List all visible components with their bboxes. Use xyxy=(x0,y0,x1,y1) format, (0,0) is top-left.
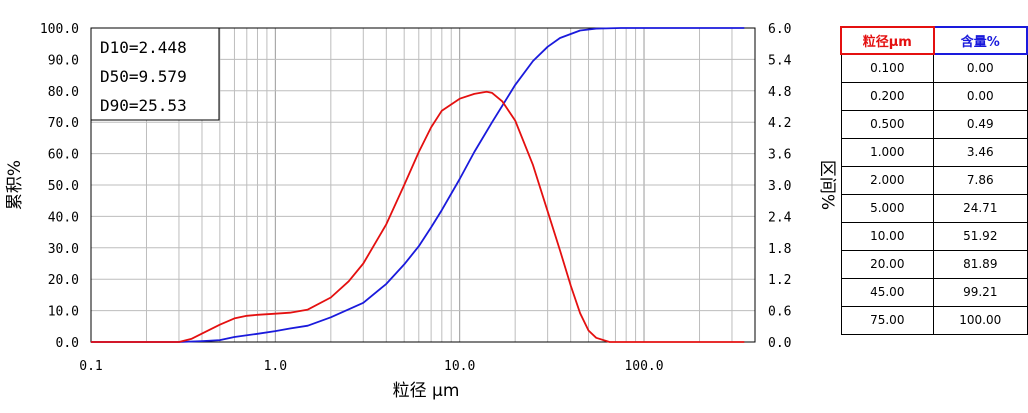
size-cell: 0.500 xyxy=(840,109,935,139)
y-right-tick-label: 3.0 xyxy=(768,179,791,194)
table-row: 0.500 0.49 xyxy=(840,109,1028,139)
x-tick-label: 10.0 xyxy=(444,359,475,374)
content-cell: 81.89 xyxy=(933,249,1028,279)
y-right-tick-label: 2.4 xyxy=(768,210,792,225)
y-left-tick-label: 0.0 xyxy=(56,336,79,351)
y-right-tick-label: 3.6 xyxy=(768,148,791,163)
interval-distribution-line xyxy=(91,90,745,343)
size-cell: 2.000 xyxy=(840,165,935,195)
y-left-axis-title: 累积% xyxy=(5,160,25,210)
table-row: 20.00 81.89 xyxy=(840,249,1028,279)
y-left-tick-label: 100.0 xyxy=(40,22,79,37)
size-cell: 1.000 xyxy=(840,137,935,167)
x-tick-label: 1.0 xyxy=(264,359,287,374)
y-left-tick-label: 60.0 xyxy=(48,148,79,163)
y-left-tick-label: 20.0 xyxy=(48,273,79,288)
y-right-tick-label: 0.0 xyxy=(768,336,791,351)
y-right-axis-title: 区间% xyxy=(817,160,837,210)
x-tick-label: 100.0 xyxy=(624,359,663,374)
size-cell: 20.00 xyxy=(840,249,935,279)
d-values-frame xyxy=(90,27,220,121)
y-left-tick-label: 10.0 xyxy=(48,305,79,320)
content-cell: 99.21 xyxy=(933,277,1028,307)
y-right-tick-label: 1.2 xyxy=(768,273,791,288)
content-cell: 100.00 xyxy=(933,305,1028,335)
cumulative-distribution-line xyxy=(91,27,745,343)
table-row: 1.000 3.46 xyxy=(840,137,1028,167)
y-left-tick-label: 30.0 xyxy=(48,242,79,257)
y-left-tick-label: 40.0 xyxy=(48,210,79,225)
y-right-tick-label: 4.8 xyxy=(768,85,791,100)
psd-table-header: 粒径μm 含量% xyxy=(840,26,1028,55)
table-row: 45.00 99.21 xyxy=(840,277,1028,307)
ticks-layer: 100.0 90.0 80.0 70.0 60.0 50.0 40.0 30.0 20.0 10.… xyxy=(40,22,792,374)
content-column-header: 含量% xyxy=(932,26,1028,55)
content-cell: 0.00 xyxy=(933,81,1028,111)
table-row: 5.000 24.71 xyxy=(840,193,1028,223)
plot-frame xyxy=(90,27,756,343)
x-axis-title: 粒径 μm xyxy=(393,381,460,401)
content-cell: 0.49 xyxy=(933,109,1028,139)
table-row: 2.000 7.86 xyxy=(840,165,1028,195)
y-right-tick-label: 1.8 xyxy=(768,242,791,257)
d10-label: D10=2.448 xyxy=(100,38,187,57)
size-cell: 45.00 xyxy=(840,277,935,307)
y-left-tick-label: 90.0 xyxy=(48,53,79,68)
table-row: 0.200 0.00 xyxy=(840,81,1028,111)
table-row: 0.100 0.00 xyxy=(840,53,1028,83)
size-cell: 75.00 xyxy=(840,305,935,335)
size-cell: 10.00 xyxy=(840,221,935,251)
content-cell: 3.46 xyxy=(933,137,1028,167)
y-right-tick-label: 5.4 xyxy=(768,53,792,68)
size-cell: 5.000 xyxy=(840,193,935,223)
d-values-box: D10=2.448 D50=9.579 D90=25.53 xyxy=(90,27,220,121)
y-right-tick-label: 0.6 xyxy=(768,305,791,320)
d50-label: D50=9.579 xyxy=(100,67,187,86)
content-cell: 7.86 xyxy=(933,165,1028,195)
size-cell: 0.100 xyxy=(840,53,935,83)
content-cell: 24.71 xyxy=(933,193,1028,223)
y-right-tick-label: 6.0 xyxy=(768,22,791,37)
content-cell: 51.92 xyxy=(933,221,1028,251)
x-tick-label: 0.1 xyxy=(79,359,102,374)
size-cell: 0.200 xyxy=(840,81,935,111)
table-row: 10.00 51.92 xyxy=(840,221,1028,251)
content-cell: 0.00 xyxy=(933,53,1028,83)
series-layer xyxy=(91,27,745,343)
y-left-tick-label: 70.0 xyxy=(48,116,79,131)
d90-label: D90=25.53 xyxy=(100,96,187,115)
y-right-tick-label: 4.2 xyxy=(768,116,791,131)
psd-table: 粒径μm 含量% 0.100 0.00 0.200 0.00 0.500 0.49 1… xyxy=(840,26,1028,335)
y-left-tick-label: 50.0 xyxy=(48,179,79,194)
size-column-header: 粒径μm xyxy=(840,26,935,55)
y-left-tick-label: 80.0 xyxy=(48,85,79,100)
table-row: 75.00 100.00 xyxy=(840,305,1028,335)
